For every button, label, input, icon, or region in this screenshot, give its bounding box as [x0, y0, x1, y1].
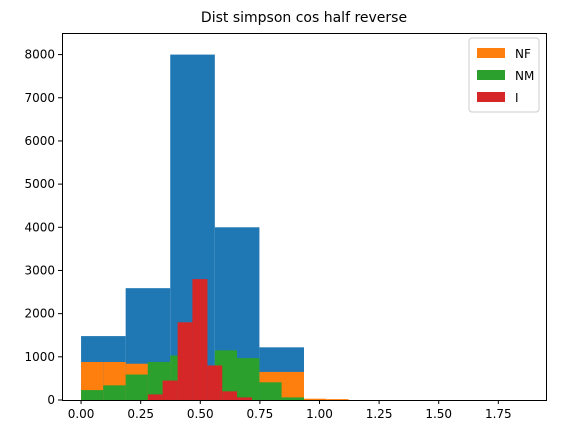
y-tick-label: 3000	[24, 263, 55, 277]
legend-swatch-nf	[477, 48, 505, 58]
x-tick-label: 1.25	[366, 407, 393, 421]
bars-layer	[81, 54, 349, 401]
chart-title: Dist simpson cos half reverse	[201, 10, 407, 26]
y-tick-label: 6000	[24, 134, 55, 148]
x-tick-label: 1.50	[425, 407, 452, 421]
x-axis: 0.00 0.25 0.50 0.75 1.00 1.25 1.50 1.75	[68, 400, 512, 421]
bar-nm-2	[125, 374, 148, 400]
x-tick-label: 0.50	[187, 407, 214, 421]
bar-i-3	[192, 279, 208, 400]
y-tick-label: 4000	[24, 220, 55, 234]
x-tick-label: 1.75	[485, 407, 512, 421]
legend-swatch-nm	[477, 70, 505, 80]
bar-i-6	[237, 397, 253, 400]
bar-i-2	[177, 322, 193, 400]
y-tick-label: 0	[47, 393, 55, 407]
y-tick-label: 2000	[24, 307, 55, 321]
y-tick-label: 5000	[24, 177, 55, 191]
bar-nf-6	[326, 399, 349, 400]
y-tick-label: 8000	[24, 48, 55, 62]
bar-i-1	[162, 380, 178, 400]
bar-nm-6	[237, 358, 260, 400]
y-tick-label: 1000	[24, 350, 55, 364]
legend-label-i: I	[515, 91, 519, 105]
legend-label-nf: NF	[515, 47, 531, 61]
y-tick-label: 7000	[24, 91, 55, 105]
x-tick-label: 0.25	[127, 407, 154, 421]
plot-frame	[62, 33, 547, 401]
legend: NF NM I	[468, 37, 540, 113]
bar-nf-5	[304, 398, 327, 400]
legend-swatch-i	[477, 92, 505, 102]
bar-nm-1	[103, 385, 126, 400]
x-tick-label: 0.75	[247, 407, 274, 421]
bar-nm-0	[81, 390, 104, 400]
x-tick-label: 1.00	[306, 407, 333, 421]
bar-nm-8	[281, 397, 304, 400]
y-axis: 0 1000 2000 3000 4000 5000 6000 7000 8000	[24, 48, 62, 407]
bar-nm-7	[259, 382, 282, 400]
bar-i-0	[147, 394, 163, 400]
bar-i-5	[222, 391, 238, 400]
legend-label-nm: NM	[515, 69, 534, 83]
x-tick-label: 0.00	[68, 407, 95, 421]
bar-i-4	[207, 365, 223, 400]
bar-nm-4	[170, 355, 182, 400]
